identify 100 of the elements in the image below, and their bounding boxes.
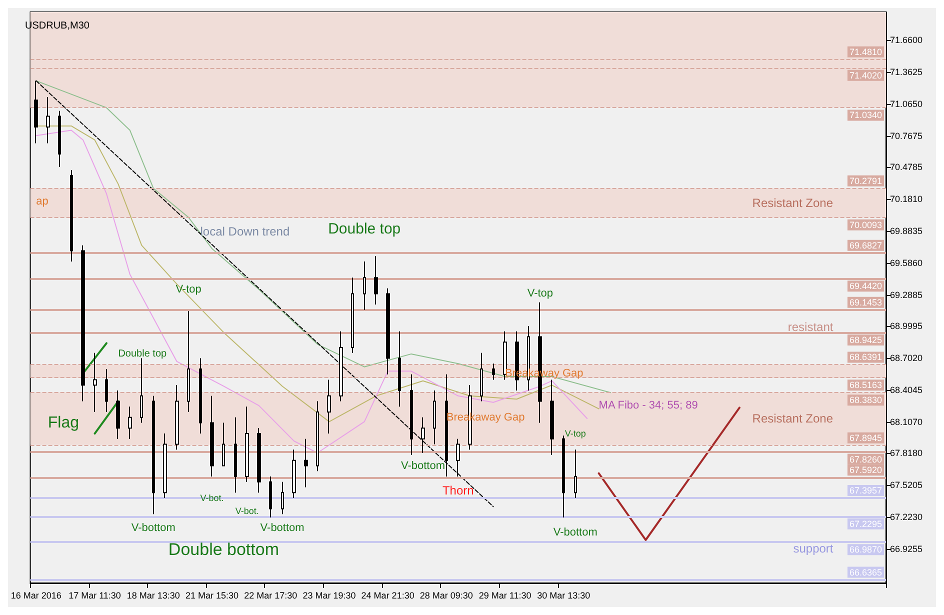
annotation: V-bottom bbox=[131, 522, 176, 534]
y-tick-label: 71.6600 bbox=[890, 34, 923, 45]
ref-line-label: 67.5920 bbox=[849, 465, 882, 476]
annotation: Flag bbox=[48, 414, 79, 432]
candlestick bbox=[339, 330, 343, 402]
candlestick bbox=[199, 358, 202, 434]
candlestick bbox=[269, 476, 272, 518]
x-tick-label: 22 Mar 17:30 bbox=[244, 590, 298, 600]
ref-line-label: 71.0340 bbox=[849, 110, 882, 120]
y-tick-label: 70.7675 bbox=[890, 130, 923, 141]
y-tick-label: 70.1810 bbox=[890, 194, 923, 204]
annotation: Double top bbox=[118, 348, 168, 360]
annotation: Thorn bbox=[442, 484, 474, 498]
ref-line-label: 68.6391 bbox=[849, 352, 882, 362]
y-tick-label: 67.5205 bbox=[890, 480, 923, 490]
ref-line-label: 68.9425 bbox=[849, 334, 882, 345]
candlestick bbox=[245, 406, 249, 482]
annotation: MA Fibo - 34; 55; 89 bbox=[598, 400, 698, 412]
ref-line-label: 71.4810 bbox=[849, 46, 882, 57]
candlestick bbox=[574, 449, 577, 499]
x-tick-label: 21 Mar 15:30 bbox=[185, 590, 239, 600]
ref-line-label: 69.1453 bbox=[849, 297, 882, 308]
ref-line-label: 69.6827 bbox=[849, 240, 882, 250]
candlestick bbox=[492, 363, 495, 380]
annotation: V-bot. bbox=[235, 506, 259, 516]
candlestick bbox=[398, 330, 401, 408]
ref-line-label: 68.5163 bbox=[849, 380, 882, 390]
y-tick-label: 67.8180 bbox=[890, 448, 923, 458]
candlestick bbox=[93, 352, 97, 413]
annotation: V-bottom bbox=[553, 526, 598, 538]
candlestick bbox=[316, 400, 319, 472]
candlestick bbox=[374, 256, 378, 305]
candlestick bbox=[281, 481, 284, 515]
x-tick-label: 24 Mar 21:30 bbox=[361, 590, 414, 600]
annotation: V-bottom bbox=[400, 460, 445, 472]
x-tick-label: 16 Mar 2016 bbox=[10, 590, 62, 600]
candlestick bbox=[503, 330, 507, 380]
y-tick-label: 69.5860 bbox=[890, 258, 923, 268]
y-tick-label: 71.3625 bbox=[890, 66, 923, 77]
candlestick bbox=[58, 110, 61, 168]
x-tick-label: 28 Mar 09:30 bbox=[420, 590, 473, 600]
band-label: Resistant Zone bbox=[752, 412, 834, 426]
candlestick bbox=[304, 438, 308, 488]
x-tick-label: 23 Mar 19:30 bbox=[302, 590, 356, 600]
candlestick bbox=[480, 352, 483, 402]
y-tick-label: 68.1070 bbox=[890, 417, 923, 428]
y-tick-label: 71.0650 bbox=[890, 98, 923, 109]
candlestick bbox=[257, 428, 261, 494]
ref-line-label: 69.4420 bbox=[849, 281, 882, 292]
x-tick-label: 29 Mar 11:30 bbox=[478, 590, 532, 600]
annotation: local Down trend bbox=[200, 224, 290, 238]
candlestick bbox=[116, 390, 120, 440]
x-tick-label: 18 Mar 13:30 bbox=[126, 590, 180, 600]
annotation: V-top bbox=[564, 428, 586, 439]
candlestick bbox=[550, 379, 554, 456]
candlestick bbox=[234, 416, 237, 494]
x-tick-label: 17 Mar 11:30 bbox=[68, 590, 121, 600]
annotation: V-bottom bbox=[260, 522, 304, 534]
ref-line-label: 68.3830 bbox=[849, 395, 882, 406]
candlestick bbox=[445, 374, 448, 478]
y-tick-label: 67.2230 bbox=[890, 512, 923, 522]
candlestick bbox=[327, 379, 331, 434]
y-tick-label: 66.9255 bbox=[890, 544, 923, 554]
annotation: support bbox=[793, 542, 834, 556]
annotation: Double top bbox=[328, 220, 401, 238]
candlestick bbox=[456, 438, 460, 478]
candlestick bbox=[46, 96, 50, 144]
annotation: V-bot. bbox=[200, 493, 224, 504]
y-tick-label: 68.4045 bbox=[890, 385, 923, 396]
ref-line-label: 70.0093 bbox=[849, 220, 882, 230]
y-tick-label: 70.4785 bbox=[890, 162, 923, 172]
y-tick-label: 68.7020 bbox=[890, 353, 923, 364]
line-series bbox=[36, 80, 612, 394]
ref-line-label: 70.2791 bbox=[849, 176, 882, 186]
candlestick bbox=[562, 435, 565, 518]
y-tick-label: 68.9995 bbox=[890, 321, 923, 332]
ref-line-label: 67.8260 bbox=[849, 454, 882, 464]
ref-line-label: 71.4020 bbox=[849, 70, 882, 80]
y-tick-label: 69.2885 bbox=[890, 290, 923, 300]
candlestick bbox=[292, 449, 296, 499]
candlestick bbox=[210, 395, 214, 478]
candlestick bbox=[187, 310, 190, 413]
candlestick bbox=[351, 277, 354, 354]
candlestick bbox=[175, 384, 179, 450]
candlestick bbox=[386, 288, 390, 375]
annotation: V-top bbox=[527, 288, 554, 300]
candlestick bbox=[105, 368, 108, 413]
annotation: ap bbox=[36, 195, 48, 208]
band-label: Resistant Zone bbox=[752, 196, 834, 210]
y-tick-label: 69.8835 bbox=[890, 226, 923, 236]
candlestick bbox=[163, 433, 167, 499]
candlestick bbox=[363, 260, 366, 310]
x-tick-label: 30 Mar 13:30 bbox=[537, 590, 590, 600]
candlestick bbox=[410, 374, 413, 456]
annotation: resistant bbox=[788, 320, 834, 334]
candlestick bbox=[140, 358, 143, 424]
annotation: Double bottom bbox=[168, 540, 279, 560]
candlestick bbox=[421, 416, 425, 454]
candlestick bbox=[81, 244, 85, 402]
candlestick bbox=[433, 390, 436, 445]
